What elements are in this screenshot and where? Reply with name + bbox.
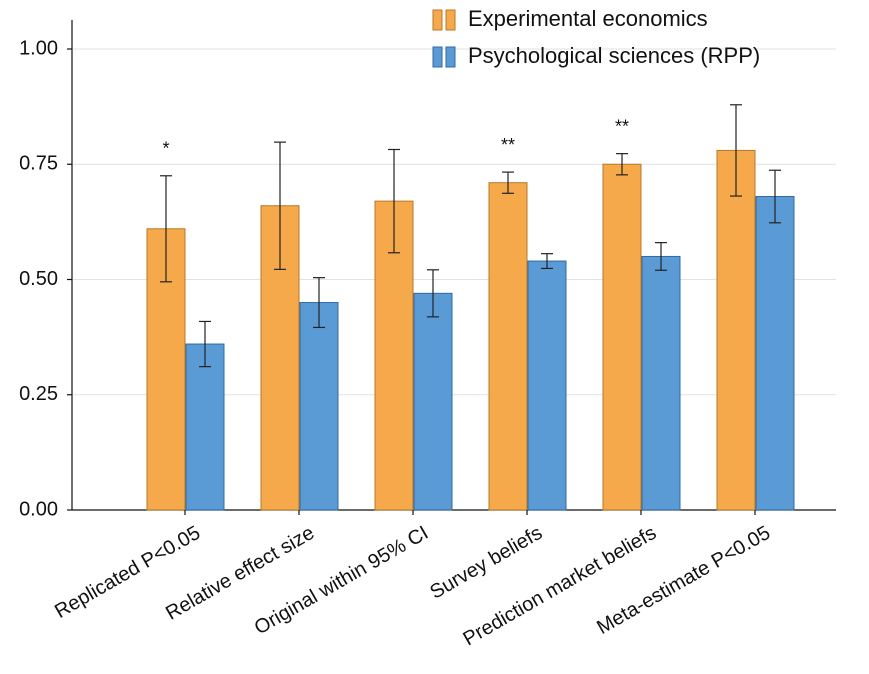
legend-swatch (432, 46, 443, 68)
legend-swatch (432, 9, 443, 31)
bar (527, 260, 567, 511)
bar (413, 292, 453, 511)
legend-label: Experimental economics (468, 6, 708, 31)
y-tick-label: 0.75 (19, 153, 58, 175)
bar (716, 149, 756, 511)
significance-marker: ** (501, 135, 515, 155)
legend-swatch (445, 46, 456, 68)
bar (602, 163, 642, 511)
bar (755, 196, 795, 511)
significance-marker: ** (615, 116, 629, 136)
y-tick-label: 0.00 (19, 498, 58, 520)
x-tick-label: Prediction market beliefs (459, 522, 660, 651)
significance-marker: * (162, 139, 169, 159)
y-tick-label: 0.25 (19, 383, 58, 405)
bar (488, 182, 528, 511)
legend-label: Psychological sciences (RPP) (468, 43, 760, 68)
legend-swatch (445, 9, 456, 31)
bar (299, 302, 339, 511)
y-tick-label: 0.50 (19, 268, 58, 290)
bar (641, 255, 681, 511)
y-tick-label: 1.00 (19, 37, 58, 59)
bar (185, 343, 225, 511)
